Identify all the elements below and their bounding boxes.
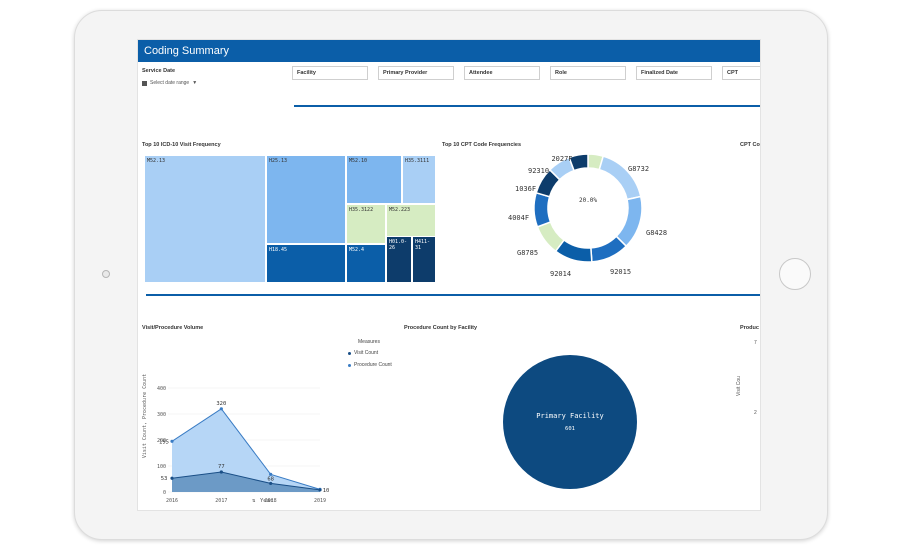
facility-panel-title: Procedure Count by Facility: [404, 325, 478, 331]
donut-slice[interactable]: [568, 153, 589, 172]
data-point[interactable]: [269, 481, 273, 486]
data-label: 53: [161, 476, 168, 482]
treemap-cell[interactable]: H35.3122: [346, 204, 386, 244]
y-tick-label: 300: [157, 412, 166, 418]
donut-label: 92014: [550, 270, 571, 278]
donut-center-label: 20.0%: [579, 197, 597, 204]
donut-slice[interactable]: [533, 191, 552, 228]
filter-cpt[interactable]: CPT: [722, 66, 760, 80]
cpt-donut-chart: 20.0% 2027F G8732 92310 1036F 4004F G842…: [508, 153, 667, 278]
data-label: 68: [267, 476, 274, 482]
filter-divider: [294, 105, 760, 107]
y-axis-label: Visit Count, Procedure Count: [142, 374, 148, 458]
donut-label: G8428: [646, 229, 667, 237]
donut-slice[interactable]: [598, 155, 642, 201]
filter-attendee[interactable]: Attendee: [464, 66, 540, 80]
data-point[interactable]: [170, 476, 174, 480]
y-tick-label: 100: [157, 464, 166, 470]
donut-slice[interactable]: [615, 195, 643, 248]
x-axis-sort-icon[interactable]: ⇅: [252, 498, 256, 504]
treemap-cell[interactable]: M52.10: [346, 155, 402, 204]
donut-label: 92310: [528, 167, 549, 175]
pie-slice-primary-facility[interactable]: [503, 355, 637, 489]
data-label: 10: [323, 488, 330, 494]
treemap-cell[interactable]: H01.0-26: [386, 236, 412, 283]
x-tick-label: 2018: [265, 498, 277, 504]
data-point[interactable]: [170, 439, 174, 443]
section-divider: [146, 294, 760, 296]
legend-title: Measures: [358, 339, 380, 345]
treemap-cell[interactable]: H35.3111: [402, 155, 436, 204]
y-tick-label: 400: [157, 386, 166, 392]
filter-finalized-date[interactable]: Finalized Date: [636, 66, 712, 80]
treemap-cell[interactable]: M52.4: [346, 244, 386, 283]
y-tick-label: 200: [157, 438, 166, 444]
donut-label: 92015: [610, 268, 631, 276]
volume-panel-title: Visit/Procedure Volume: [142, 325, 204, 331]
page-title: Coding Summary: [144, 45, 229, 57]
legend-label: Procedure Count: [354, 362, 392, 368]
pie-slice-value: 601: [565, 426, 575, 432]
camera-icon: [102, 270, 110, 278]
donut-slice[interactable]: [590, 235, 628, 263]
x-axis-label: Year: [260, 498, 274, 504]
treemap-cell[interactable]: M52.13: [144, 155, 266, 283]
product-cut-panel-title: Produc: [740, 325, 759, 331]
filter-primary-provider[interactable]: Primary Provider: [378, 66, 454, 80]
donut-label: 1036F: [515, 185, 536, 193]
legend-item-visit-count[interactable]: Visit Count: [348, 350, 378, 356]
data-point[interactable]: [269, 472, 273, 476]
legend-swatch-icon: [348, 363, 351, 367]
cpt-panel-title: Top 10 CPT Code Frequencies: [442, 142, 522, 148]
app-screen: Coding Summary Service Date Select date …: [137, 39, 761, 511]
x-tick-label: 2019: [314, 498, 326, 504]
legend-swatch-icon: [348, 351, 351, 355]
treemap-cell[interactable]: H411-31: [412, 236, 436, 283]
caret-down-icon: ▼: [192, 80, 198, 86]
home-button[interactable]: [779, 258, 811, 290]
date-range-placeholder: Select date range: [150, 80, 190, 86]
filter-facility[interactable]: Facility: [292, 66, 368, 80]
right-axis-label: Visit Cou: [736, 376, 742, 396]
filter-role[interactable]: Role: [550, 66, 626, 80]
service-date-label: Service Date: [142, 68, 176, 74]
right-tick-mid: 2: [754, 410, 757, 416]
y-tick-label: 0: [163, 490, 166, 496]
pie-slice-label: Primary Facility: [536, 412, 603, 420]
cpt-cut-panel-title: CPT Co: [740, 142, 760, 148]
series-line: [171, 408, 321, 490]
area-series[interactable]: [172, 471, 320, 492]
calendar-icon: [142, 80, 147, 86]
data-point[interactable]: [219, 407, 223, 411]
legend-item-procedure-count[interactable]: Procedure Count: [348, 362, 392, 368]
series-line: [171, 471, 321, 491]
donut-label: 4004F: [508, 214, 529, 222]
data-label: 320: [216, 401, 226, 407]
data-label: 77: [218, 464, 225, 470]
legend-label: Visit Count: [354, 350, 379, 356]
area-series[interactable]: [172, 408, 320, 492]
data-point[interactable]: [219, 470, 223, 474]
treemap-cell[interactable]: H25.13: [266, 155, 346, 244]
app-header: Coding Summary: [138, 40, 760, 62]
donut-label: G8785: [517, 249, 538, 257]
data-label: 195: [159, 439, 169, 445]
donut-label: 2027F: [551, 155, 572, 163]
donut-label: G8732: [628, 165, 649, 173]
treemap-cell[interactable]: H18.45: [266, 244, 346, 283]
x-tick-label: 2017: [215, 498, 227, 504]
facility-pie-chart: Primary Facility 601: [503, 355, 637, 489]
icd-panel-title: Top 10 ICD-10 Visit Frequency: [142, 142, 221, 148]
data-point[interactable]: [318, 488, 322, 492]
x-tick-label: 2016: [166, 498, 178, 504]
right-tick-top: 7: [754, 340, 757, 346]
date-range-select[interactable]: Select date range ▼: [142, 80, 197, 86]
